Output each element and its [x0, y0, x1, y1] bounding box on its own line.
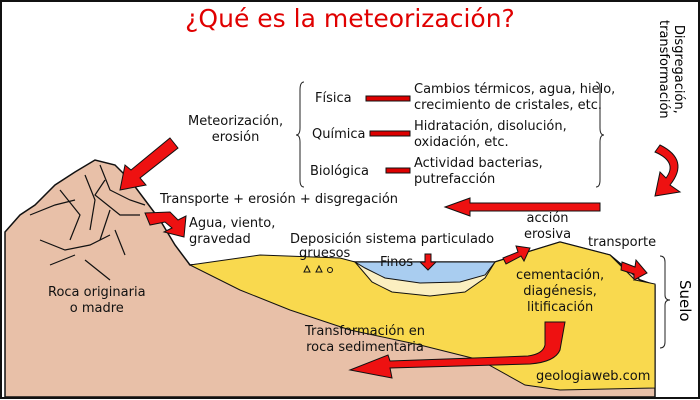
transporte-label: transporte: [588, 235, 657, 250]
desc-line: Hidratación, disolución,: [414, 119, 567, 134]
cementacion-label: cementación, diagénesis, litificación: [516, 268, 604, 316]
arrow-transformacion: [348, 321, 566, 379]
pebbles: [303, 264, 333, 273]
desc-line: Actividad bacterias,: [414, 156, 543, 171]
roca-label: Roca originaria o madre: [48, 285, 146, 317]
credit: geologiaweb.com: [536, 369, 651, 384]
arrows: [119, 137, 682, 379]
suelo-label: Suelo: [676, 280, 694, 322]
label-line: erosión: [211, 130, 260, 145]
arrow-left-transport: [443, 197, 601, 217]
desc-fisica: Cambios térmicos, agua, hielo, crecimien…: [414, 82, 615, 114]
link-bars: [365, 95, 411, 174]
gruesos-label: gruesos: [299, 246, 351, 261]
accion-label: acción erosiva: [524, 211, 571, 243]
type-quimica: Química: [312, 127, 366, 142]
label-line: erosiva: [524, 227, 572, 242]
label-line: o madre: [69, 301, 124, 316]
type-fisica: Física: [315, 91, 352, 106]
deposicion-label: Deposición sistema particulado: [290, 232, 495, 247]
label-line: diagénesis,: [523, 284, 597, 299]
label-line: Transformación en: [305, 324, 425, 339]
label-line: Roca originaria: [48, 285, 146, 300]
arrow-accion: [502, 245, 531, 265]
desc-quimica: Hidratación, disolución, oxidación, etc.: [414, 119, 567, 151]
arrow-curved-right: [654, 144, 682, 197]
label-line: litificación: [527, 300, 594, 315]
agents-label: Agua, viento, gravedad: [189, 216, 275, 248]
braces: [295, 81, 671, 349]
finos-label: Finos: [380, 255, 414, 270]
right-brace: [595, 81, 605, 188]
suelo-brace: [659, 255, 671, 349]
lake-water: [353, 261, 497, 284]
label-line: cementación,: [516, 268, 605, 283]
arrow-transporte: [620, 258, 648, 281]
label-line: roca sedimentaria: [306, 340, 424, 355]
desc-line: oxidación, etc.: [414, 135, 509, 150]
label-line: acción: [526, 211, 569, 226]
label-line: Meteorización,: [188, 114, 284, 129]
label-line: Agua, viento,: [189, 216, 276, 231]
arrow-to-rock: [119, 137, 179, 191]
transformacion-label: Transformación en roca sedimentaria: [305, 324, 425, 356]
desc-line: crecimiento de cristales, etc.: [414, 98, 603, 113]
desc-line: Cambios térmicos, agua, hielo,: [414, 82, 616, 97]
side-label-line: transformación: [656, 20, 671, 119]
side-label-line: Disgregación,: [671, 24, 686, 114]
rock-fractures: [29, 164, 146, 281]
desc-line: putrefacción: [414, 172, 496, 187]
meteorizacion-label: Meteorización, erosión: [188, 114, 283, 146]
desc-biologica: Actividad bacterias, putrefacción: [414, 156, 543, 188]
side-label: Disgregación, transformación: [656, 20, 686, 119]
transport-line: Transporte + erosión + disgregación: [160, 192, 399, 207]
type-biologica: Biológica: [310, 164, 370, 179]
label-line: gravedad: [189, 232, 251, 247]
arrow-finos: [418, 253, 438, 271]
arrow-agents: [144, 211, 187, 238]
title: ¿Qué es la meteorización?: [185, 4, 515, 33]
